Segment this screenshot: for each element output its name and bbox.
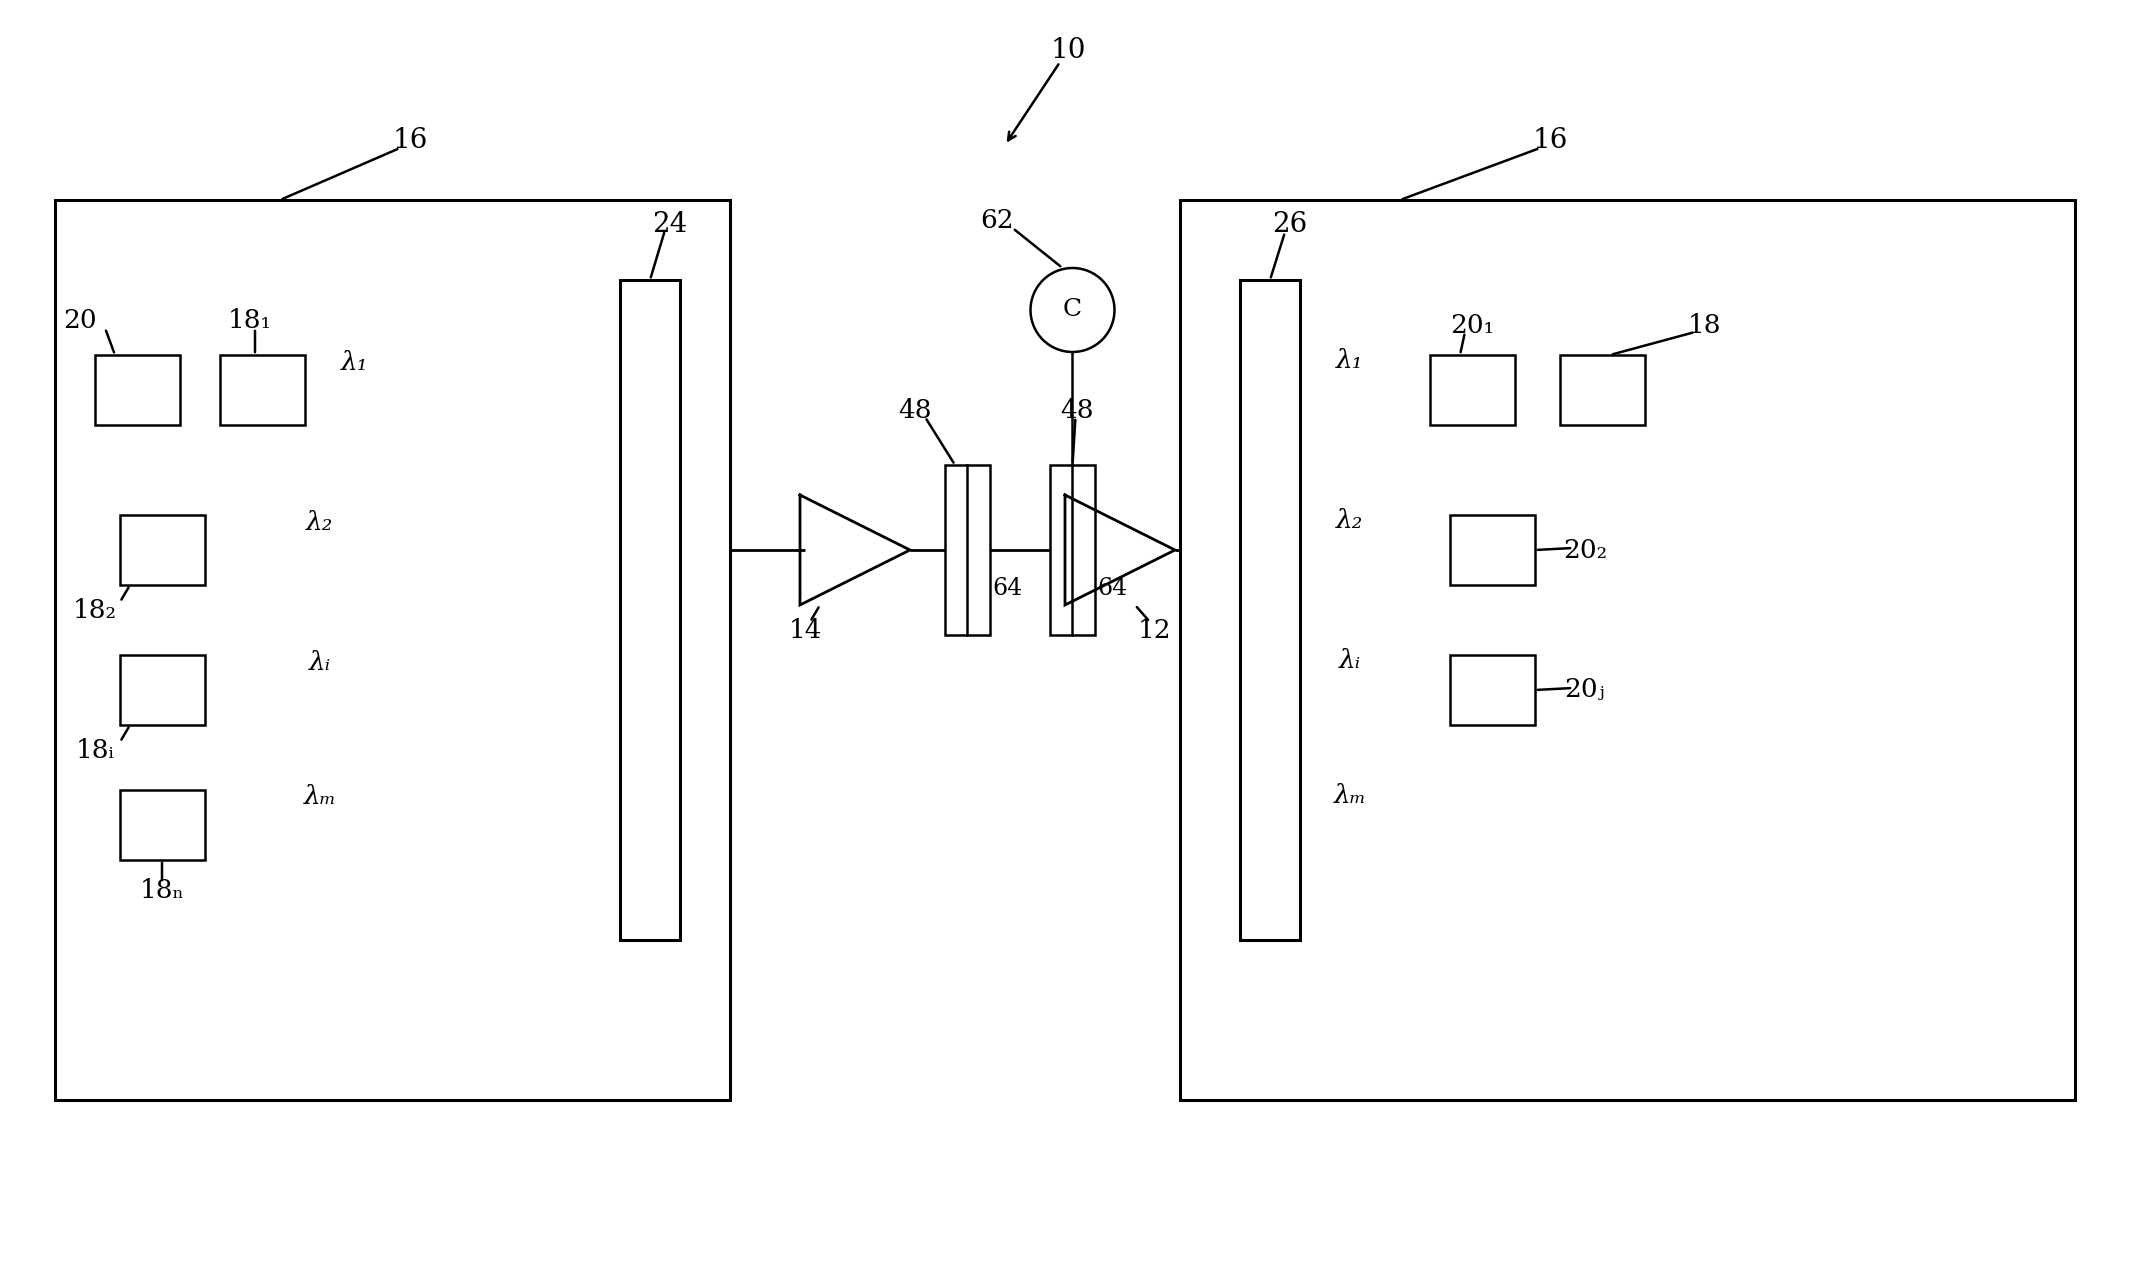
Text: 24: 24 bbox=[652, 211, 688, 238]
Text: λ₂: λ₂ bbox=[1336, 507, 1363, 532]
Text: 48: 48 bbox=[898, 398, 932, 422]
Circle shape bbox=[1030, 268, 1116, 352]
Text: 64: 64 bbox=[994, 576, 1024, 599]
Text: λₘ: λₘ bbox=[1333, 782, 1366, 808]
Text: 26: 26 bbox=[1272, 211, 1308, 238]
Text: 18: 18 bbox=[1688, 312, 1722, 338]
Bar bbox=[120, 790, 205, 860]
Bar bbox=[56, 200, 731, 1100]
Text: 62: 62 bbox=[981, 207, 1015, 233]
Text: 10: 10 bbox=[1049, 37, 1086, 64]
Text: λ₁: λ₁ bbox=[342, 349, 370, 375]
Bar bbox=[120, 515, 205, 585]
Bar bbox=[1180, 200, 2075, 1100]
Text: 20: 20 bbox=[64, 307, 96, 333]
Text: 20ⱼ: 20ⱼ bbox=[1564, 677, 1605, 703]
Bar bbox=[620, 280, 680, 940]
Text: 16: 16 bbox=[393, 127, 427, 154]
Text: 20₂: 20₂ bbox=[1562, 538, 1607, 562]
Text: 18ᵢ: 18ᵢ bbox=[75, 737, 115, 763]
Bar bbox=[1451, 655, 1534, 724]
Text: 16: 16 bbox=[1532, 127, 1569, 154]
Text: C: C bbox=[1062, 298, 1081, 321]
Text: 14: 14 bbox=[789, 617, 823, 643]
Bar bbox=[1430, 355, 1515, 425]
Bar bbox=[1560, 355, 1645, 425]
Text: 48: 48 bbox=[1060, 398, 1094, 422]
Bar bbox=[1049, 465, 1094, 635]
Text: λ₂: λ₂ bbox=[306, 509, 333, 535]
Bar bbox=[120, 655, 205, 724]
Bar bbox=[94, 355, 180, 425]
Bar bbox=[220, 355, 306, 425]
Text: 18₂: 18₂ bbox=[73, 598, 118, 622]
Text: 18ₙ: 18ₙ bbox=[139, 878, 184, 902]
Text: 20₁: 20₁ bbox=[1451, 312, 1494, 338]
Text: λₘ: λₘ bbox=[303, 785, 336, 809]
Text: 12: 12 bbox=[1139, 617, 1171, 643]
Text: λᵢ: λᵢ bbox=[1340, 648, 1361, 672]
Bar bbox=[945, 465, 989, 635]
Bar bbox=[1451, 515, 1534, 585]
Text: λ₁: λ₁ bbox=[1336, 347, 1363, 372]
Text: λᵢ: λᵢ bbox=[310, 649, 331, 675]
Text: 18₁: 18₁ bbox=[229, 307, 271, 333]
Bar bbox=[1239, 280, 1299, 940]
Text: 64: 64 bbox=[1098, 576, 1128, 599]
